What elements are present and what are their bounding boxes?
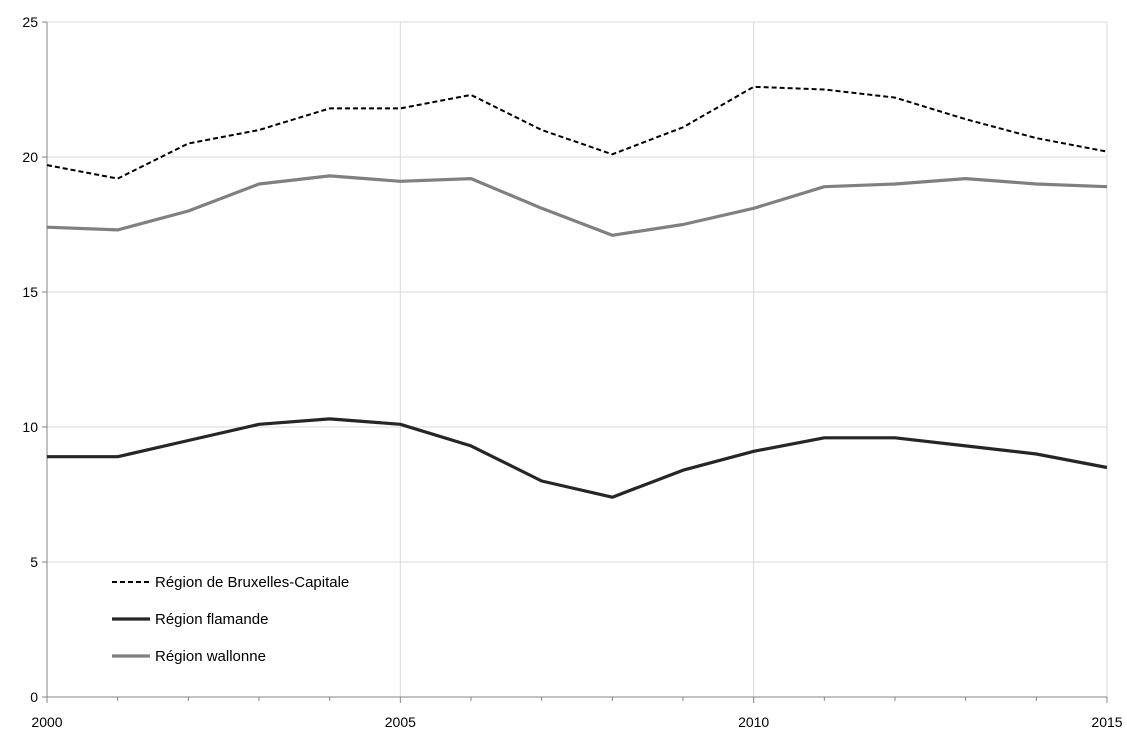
y-tick-label: 0	[30, 689, 38, 705]
series-line-region-wallonne	[46, 174, 1108, 237]
legend-label: Région de Bruxelles-Capitale	[155, 574, 349, 591]
series-lines	[46, 85, 1108, 499]
x-tick-label: 2005	[385, 714, 416, 730]
x-tick-label: 2015	[1091, 714, 1122, 730]
y-tick-label: 25	[22, 14, 38, 30]
legend-label: Région flamande	[155, 611, 268, 628]
y-tick-label: 5	[30, 554, 38, 570]
y-tick-label: 15	[22, 284, 38, 300]
y-tick-label: 20	[22, 149, 38, 165]
series-line-region-de-bruxelles-capitale	[46, 85, 1108, 180]
x-tick-label: 2010	[738, 714, 769, 730]
y-tick-label: 10	[22, 419, 38, 435]
legend-item-region-wallonne: Région wallonne	[112, 648, 266, 665]
series-line-region-flamande	[47, 417, 1108, 499]
legend-label: Région wallonne	[155, 648, 266, 665]
legend: Région de Bruxelles-Capitale Région flama…	[112, 574, 349, 665]
axes: 0 5 10 15 20 25 2000 2005 2010 2015	[22, 14, 1122, 730]
grid	[47, 21, 1108, 697]
legend-item-region-flamande: Région flamande	[112, 611, 268, 628]
x-tick-label: 2000	[31, 714, 62, 730]
legend-item-region-de-bruxelles-capitale: Région de Bruxelles-Capitale	[112, 574, 349, 591]
